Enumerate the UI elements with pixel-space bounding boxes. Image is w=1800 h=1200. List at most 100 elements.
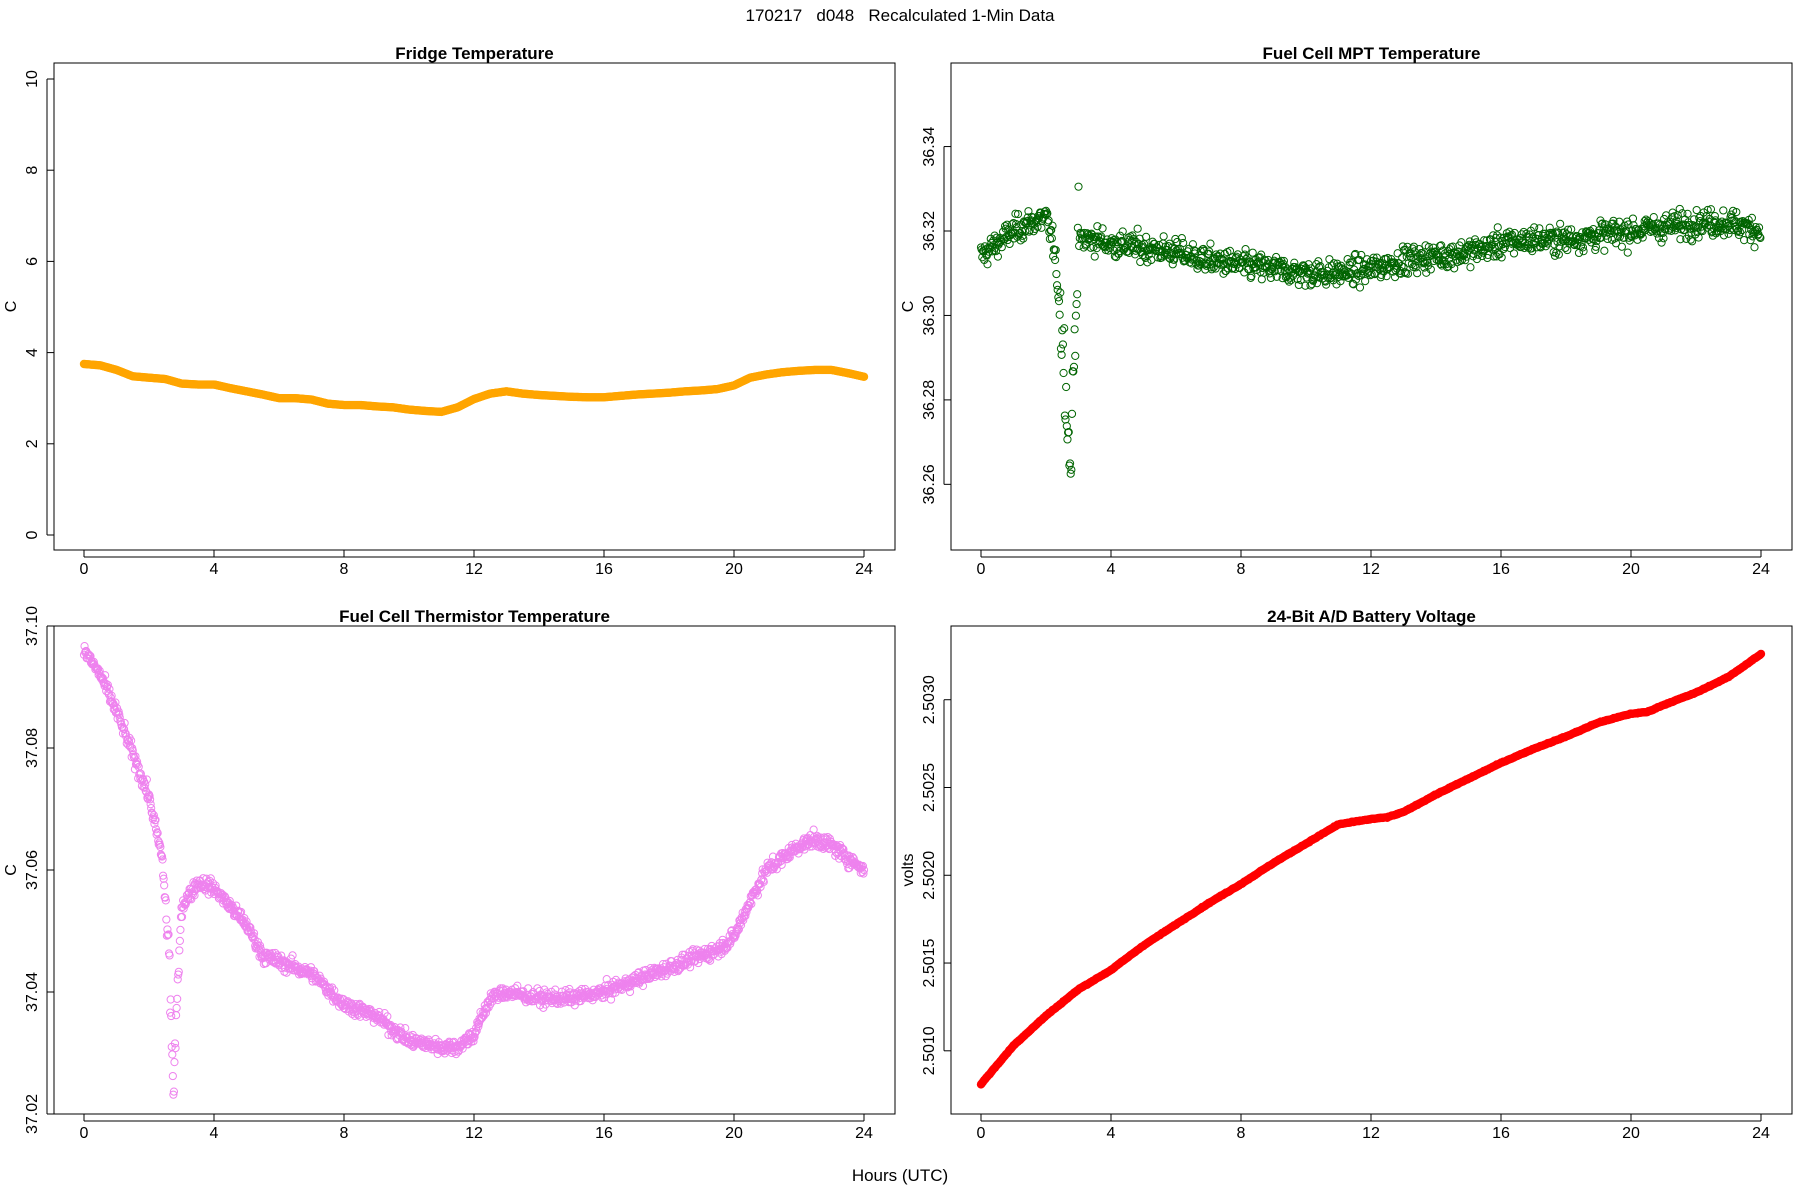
y-axis-label: C	[3, 864, 20, 876]
data-point	[1355, 283, 1365, 292]
data-point	[1398, 253, 1407, 262]
data-point	[1552, 227, 1562, 236]
data-point	[1131, 246, 1140, 255]
data-point	[80, 641, 89, 651]
data-point	[170, 1039, 180, 1048]
data-point	[383, 1012, 392, 1021]
x-tick-label: 4	[1107, 1125, 1116, 1142]
data-point	[1591, 242, 1601, 251]
data-point	[166, 995, 175, 1004]
data-point	[1691, 222, 1701, 231]
data-point	[127, 736, 136, 745]
data-point	[1750, 243, 1759, 252]
data-point	[1474, 250, 1483, 259]
data-point	[1747, 213, 1757, 222]
data-point	[1578, 243, 1588, 252]
x-tick-label: 16	[595, 561, 613, 578]
data-point	[173, 994, 182, 1003]
data-point	[1153, 243, 1162, 252]
data-point	[1628, 214, 1638, 223]
data-point	[1505, 227, 1514, 236]
data-point	[141, 780, 150, 789]
data-point	[236, 907, 246, 917]
data-point	[149, 811, 158, 820]
data-point	[1316, 262, 1325, 271]
data-point	[1283, 275, 1292, 284]
x-tick-label: 0	[977, 561, 986, 578]
x-tick-label: 24	[855, 1125, 873, 1142]
data-point	[1116, 237, 1125, 247]
data-point	[169, 1090, 178, 1099]
data-point	[1168, 260, 1177, 269]
data-point	[1030, 224, 1040, 234]
data-point	[288, 951, 297, 960]
data-point	[1403, 269, 1413, 278]
y-tick-label: 36.30	[921, 295, 938, 335]
y-tick-label: 37.10	[24, 606, 41, 646]
data-point	[997, 243, 1006, 252]
data-point	[218, 890, 227, 899]
data-point	[225, 896, 234, 906]
data-point	[1093, 222, 1102, 231]
data-point	[242, 917, 251, 926]
data-point	[1299, 261, 1308, 270]
data-point	[1200, 260, 1209, 269]
data-point	[1732, 207, 1741, 217]
data-point	[1129, 234, 1138, 244]
data-point	[1056, 288, 1065, 297]
data-point	[1190, 246, 1199, 255]
data-point	[983, 260, 992, 269]
data-point	[1556, 219, 1565, 228]
y-tick-label: 2.5020	[921, 851, 938, 900]
data-point	[1489, 231, 1498, 240]
x-tick-label: 8	[1237, 561, 1246, 578]
data-point	[1623, 248, 1632, 257]
x-tick-label: 16	[1492, 561, 1510, 578]
data-point	[1756, 649, 1766, 659]
data-point	[1617, 242, 1627, 251]
data-point	[169, 1087, 179, 1096]
y-tick-label: 36.28	[921, 380, 938, 420]
data-point	[1675, 204, 1684, 214]
data-point	[1533, 234, 1542, 244]
data-point	[145, 795, 155, 804]
data-point	[1071, 351, 1080, 360]
data-point	[1554, 250, 1563, 259]
data-point	[1579, 247, 1588, 256]
plot-frame	[950, 625, 1793, 1115]
data-point	[1461, 256, 1470, 265]
data-point	[1753, 225, 1762, 235]
data-point	[120, 718, 129, 728]
data-point	[1625, 236, 1634, 245]
data-point	[326, 987, 335, 996]
data-point	[1424, 261, 1433, 270]
data-point	[1314, 257, 1323, 266]
data-point	[142, 775, 151, 784]
x-tick-label: 8	[340, 1125, 349, 1142]
data-point	[97, 672, 106, 681]
data-point	[1133, 224, 1142, 233]
data-series	[976, 649, 1766, 1089]
data-point	[1493, 223, 1502, 232]
data-point	[1047, 226, 1056, 235]
data-point	[174, 967, 183, 976]
data-point	[1545, 223, 1554, 232]
data-point	[1021, 227, 1030, 236]
data-point	[1670, 212, 1679, 221]
data-point	[1071, 311, 1081, 320]
data-point	[1241, 245, 1250, 254]
x-tick-label: 0	[977, 1125, 986, 1142]
y-tick-label: 4	[24, 348, 41, 357]
y-tick-label: 36.26	[921, 464, 938, 504]
data-point	[1426, 265, 1435, 274]
data-point	[1016, 236, 1025, 245]
data-point	[168, 1071, 177, 1081]
figure-x-axis-label: Hours (UTC)	[851, 1166, 949, 1185]
data-point	[171, 1011, 181, 1020]
data-point	[990, 231, 999, 240]
data-point	[1450, 264, 1459, 273]
x-tick-label: 16	[1492, 1125, 1510, 1142]
data-point	[147, 804, 156, 813]
data-point	[1576, 242, 1586, 251]
data-point	[1649, 213, 1658, 222]
